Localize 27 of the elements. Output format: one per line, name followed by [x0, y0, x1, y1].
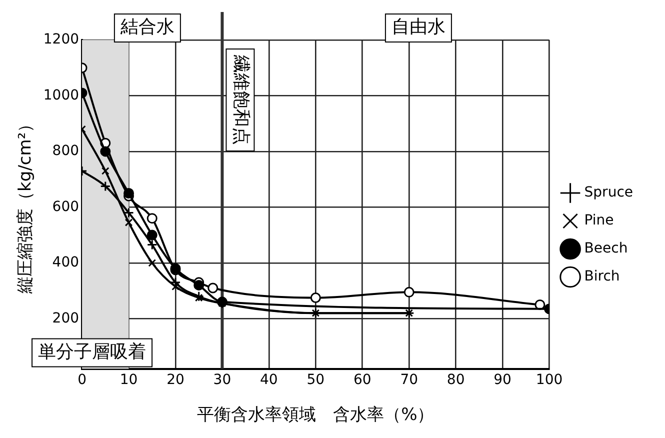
x-tick-label: 0 — [78, 372, 86, 388]
x-tick-label: 90 — [494, 372, 512, 388]
x-tick-label: 30 — [213, 372, 232, 388]
y-tick-label: 200 — [52, 310, 80, 326]
y-axis-title: 縦圧縮強度（kg/cm²） — [16, 115, 36, 294]
x-tick-label: 70 — [400, 372, 418, 388]
legend-label: Pine — [584, 212, 614, 229]
legend-label: Beech — [584, 240, 628, 257]
legend-label: Birch — [584, 268, 620, 285]
x-tick-label: 60 — [353, 372, 372, 388]
y-tick-label: 800 — [52, 143, 80, 160]
y-tick-label: 1000 — [43, 87, 80, 104]
band-label: 単分子層吸着 — [38, 341, 146, 362]
y-tick-label: 600 — [52, 198, 80, 215]
x-tick-label: 50 — [306, 372, 325, 388]
legend-label: Spruce — [584, 184, 634, 201]
x-tick-label: 80 — [446, 372, 465, 388]
text: 結合水 — [119, 16, 174, 38]
y-tick-label: 1200 — [43, 32, 80, 48]
x-tick-label: 40 — [260, 372, 278, 388]
x-axis-title: 平衡含水率領域 含水率（%） — [197, 405, 434, 426]
x-tick-label: 10 — [120, 372, 138, 388]
x-tick-label: 20 — [166, 372, 184, 388]
y-tick-label: 400 — [52, 254, 80, 271]
text: 自由水 — [391, 16, 446, 38]
ref-line-label: 繊維飽和点 — [230, 54, 252, 145]
x-tick-label: 100 — [536, 372, 563, 388]
